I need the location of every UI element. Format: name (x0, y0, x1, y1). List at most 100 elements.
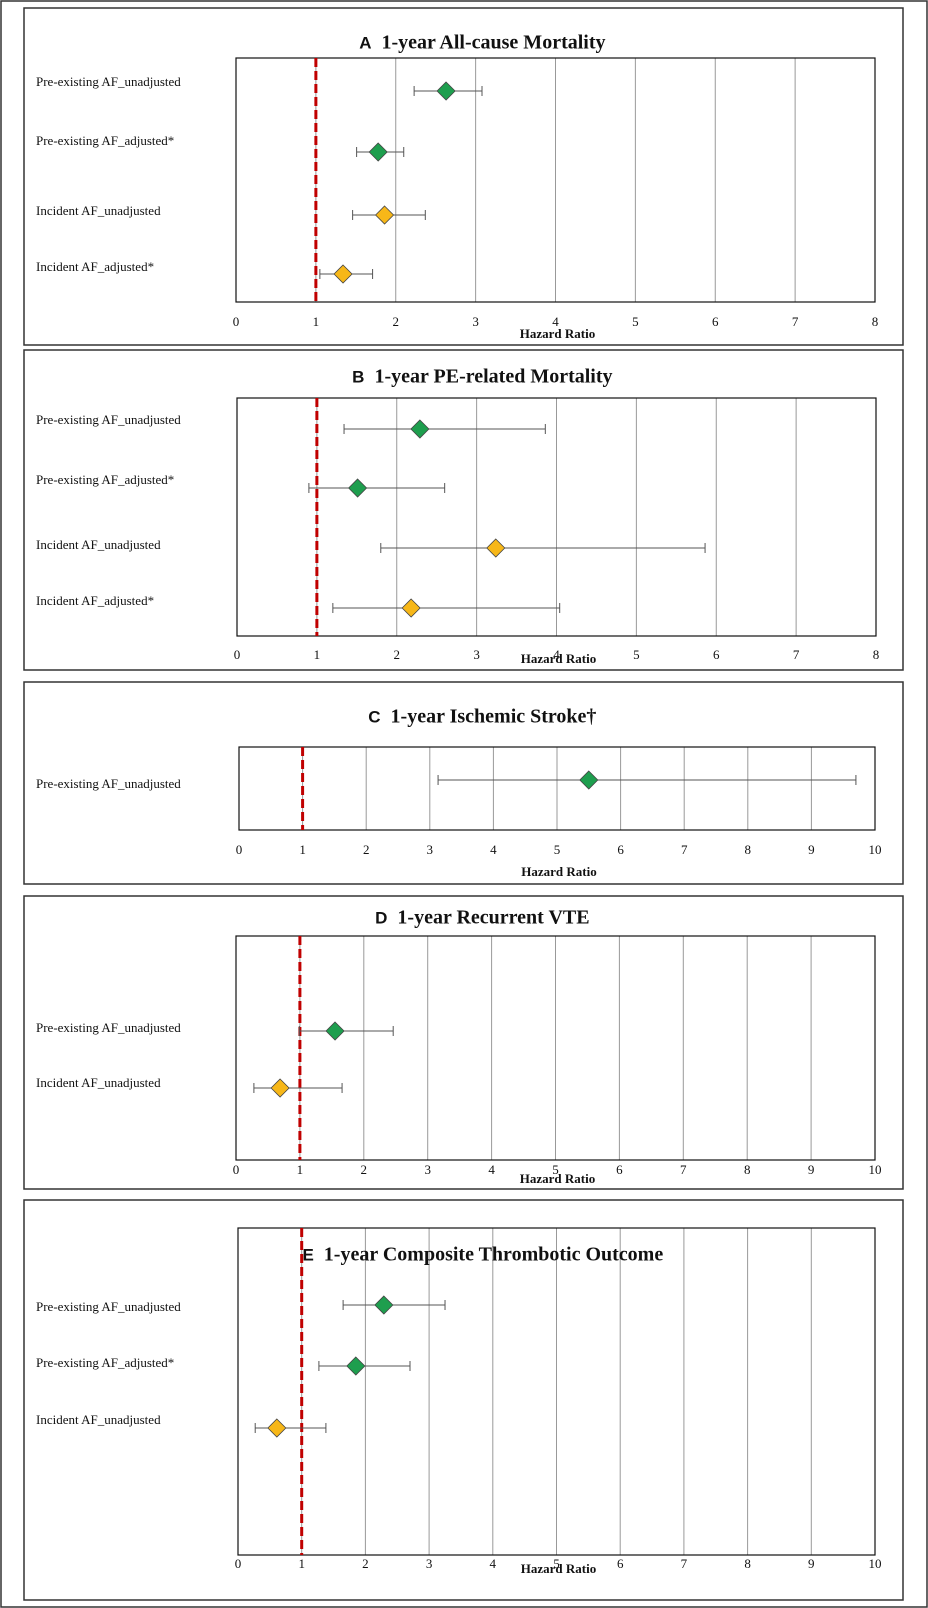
x-tick-label: 3 (426, 1556, 433, 1571)
x-tick-label: 5 (553, 1556, 560, 1571)
category-label: Pre-existing AF_unadjusted (36, 776, 181, 791)
x-tick-label: 2 (394, 647, 401, 662)
point-estimate (368, 142, 388, 162)
chart-title: 1-year Composite Thrombotic Outcome (324, 1244, 664, 1266)
x-tick-label: 8 (744, 1556, 751, 1571)
x-tick-label: 0 (234, 647, 241, 662)
x-tick-label: 0 (236, 842, 243, 857)
chart-title: 1-year All-cause Mortality (381, 32, 605, 54)
chart-title: 1-year PE-related Mortality (374, 366, 612, 388)
panel-label: A (359, 33, 371, 52)
category-label: Incident AF_adjusted* (36, 593, 154, 608)
chart-title: 1-year Recurrent VTE (397, 907, 589, 929)
point-estimate (325, 1021, 345, 1041)
x-axis-label: Hazard Ratio (521, 864, 596, 879)
x-tick-label: 10 (869, 1162, 882, 1177)
x-tick-label: 5 (632, 314, 639, 329)
point-estimate (401, 598, 421, 618)
x-axis-label: Hazard Ratio (521, 1561, 596, 1576)
x-tick-label: 5 (633, 647, 640, 662)
point-estimate (375, 205, 395, 225)
x-tick-label: 6 (617, 842, 624, 857)
category-label: Incident AF_unadjusted (36, 1412, 161, 1427)
category-label: Pre-existing AF_adjusted* (36, 133, 174, 148)
x-axis-label: Hazard Ratio (521, 651, 596, 666)
x-tick-label: 8 (872, 314, 879, 329)
panel-border (23, 7, 904, 346)
x-tick-label: 10 (869, 842, 882, 857)
x-tick-label: 4 (490, 1556, 497, 1571)
plot-frame (235, 57, 876, 303)
category-label: Pre-existing AF_unadjusted (36, 1020, 181, 1035)
x-tick-label: 8 (744, 1162, 751, 1177)
x-tick-label: 7 (681, 1556, 688, 1571)
x-tick-label: 6 (712, 314, 719, 329)
x-tick-label: 4 (552, 314, 559, 329)
x-tick-label: 7 (681, 842, 688, 857)
x-tick-label: 7 (680, 1162, 687, 1177)
x-tick-label: 1 (297, 1162, 304, 1177)
x-tick-label: 4 (488, 1162, 495, 1177)
category-label: Incident AF_unadjusted (36, 1075, 161, 1090)
x-tick-label: 3 (427, 842, 434, 857)
x-tick-label: 6 (617, 1556, 624, 1571)
panel-border (23, 681, 904, 885)
x-tick-label: 8 (745, 842, 752, 857)
x-tick-label: 3 (473, 647, 480, 662)
plot-frame (235, 935, 876, 1161)
x-axis-label: Hazard Ratio (520, 1171, 595, 1186)
x-tick-label: 9 (808, 842, 815, 857)
panel-border (23, 1199, 904, 1601)
panel-label: C (368, 707, 380, 726)
x-tick-label: 1 (298, 1556, 305, 1571)
category-label: Pre-existing AF_adjusted* (36, 472, 174, 487)
panel-label: D (375, 908, 387, 927)
x-tick-label: 9 (808, 1556, 815, 1571)
x-tick-label: 1 (314, 647, 321, 662)
x-tick-label: 10 (869, 1556, 882, 1571)
category-label: Incident AF_unadjusted (36, 203, 161, 218)
category-label: Pre-existing AF_unadjusted (36, 412, 181, 427)
x-tick-label: 7 (792, 314, 799, 329)
point-estimate (270, 1078, 290, 1098)
category-label: Incident AF_adjusted* (36, 259, 154, 274)
plot-frame (237, 1227, 876, 1556)
panel-border (23, 349, 904, 671)
x-tick-label: 6 (713, 647, 720, 662)
point-estimate (333, 264, 353, 284)
point-estimate (348, 478, 368, 498)
category-label: Incident AF_unadjusted (36, 537, 161, 552)
category-label: Pre-existing AF_unadjusted (36, 1299, 181, 1314)
x-tick-label: 0 (235, 1556, 242, 1571)
x-tick-label: 2 (361, 1162, 368, 1177)
point-estimate (267, 1418, 287, 1438)
point-estimate (579, 770, 599, 790)
x-tick-label: 9 (808, 1162, 815, 1177)
point-estimate (410, 419, 430, 439)
category-label: Pre-existing AF_unadjusted (36, 74, 181, 89)
point-estimate (346, 1356, 366, 1376)
x-tick-label: 5 (554, 842, 561, 857)
chart-title: 1-year Ischemic Stroke† (391, 706, 597, 728)
category-label: Pre-existing AF_adjusted* (36, 1355, 174, 1370)
x-tick-label: 2 (363, 842, 370, 857)
plot-frame (238, 746, 876, 831)
panel-label: E (302, 1245, 313, 1264)
x-tick-label: 3 (472, 314, 479, 329)
x-tick-label: 8 (873, 647, 880, 662)
point-estimate (436, 81, 456, 101)
x-tick-label: 4 (553, 647, 560, 662)
x-tick-label: 0 (233, 1162, 240, 1177)
point-estimate (486, 538, 506, 558)
x-tick-label: 4 (490, 842, 497, 857)
point-estimate (374, 1295, 394, 1315)
x-tick-label: 5 (552, 1162, 559, 1177)
x-tick-label: 6 (616, 1162, 623, 1177)
x-tick-label: 1 (299, 842, 306, 857)
plot-frame (236, 397, 877, 637)
x-tick-label: 1 (313, 314, 320, 329)
panel-label: B (352, 367, 364, 386)
x-axis-label: Hazard Ratio (520, 326, 595, 341)
panel-border (23, 895, 904, 1190)
